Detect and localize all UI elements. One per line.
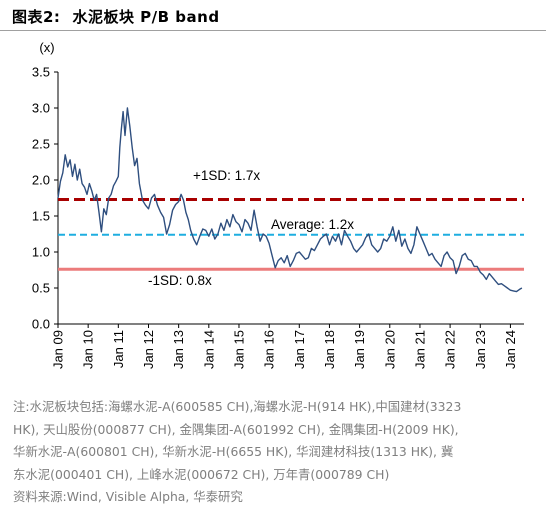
y-tick-label: 3.5 [32,65,50,80]
x-tick-label: Jan 20 [382,330,397,369]
band-annotation: -1SD: 0.8x [148,273,212,288]
x-tick-label: Jan 09 [51,330,66,369]
x-tick-label: Jan 14 [201,330,216,369]
x-tick-label: Jan 16 [262,330,277,369]
note-line: 华新水泥-A(600801 CH), 华新水泥-H(6655 HK), 华润建材… [13,444,454,459]
y-tick-label: 2.5 [32,137,50,152]
y-tick-label: 1.0 [32,245,50,260]
x-tick-label: Jan 12 [141,330,156,369]
y-tick-label: 0.5 [32,281,50,296]
y-tick-label: 3.0 [32,101,50,116]
pb-band-chart: (x) 0.0 0.5 1.0 1.5 2.0 2.5 3.0 3.5 Jan 09 Jan 10 J… [32,40,524,369]
source-line: 资料来源:Wind, Visible Alpha, 华泰研究 [13,489,243,504]
x-tick-label: Jan 10 [81,330,96,369]
footnotes: 注:水泥板块包括:海螺水泥-A(600585 CH),海螺水泥-H(914 HK… [13,396,539,509]
x-tick-label: Jan 18 [322,330,337,369]
pb-series-line [57,107,523,293]
note-line: 注:水泥板块包括:海螺水泥-A(600585 CH),海螺水泥-H(914 HK… [13,399,462,414]
x-tick-label: Jan 24 [503,330,518,369]
y-tick-label: 1.5 [32,209,50,224]
title-divider [0,30,546,31]
x-tick-label: Jan 23 [473,330,488,369]
y-tick-label: 2.0 [32,173,50,188]
figure-number: 图表2: [12,8,61,26]
x-tick-label: Jan 13 [171,330,186,369]
note-line: 东水泥(000401 CH), 上峰水泥(000672 CH), 万年青(000… [13,466,390,482]
x-tick-label: Jan 22 [443,330,458,369]
x-tick-label: Jan 11 [111,330,126,368]
figure-title-text: 水泥板块 P/B band [72,8,220,26]
x-tick-label: Jan 19 [352,330,367,369]
x-tick-label: Jan 17 [292,330,307,369]
x-tick-label: Jan 15 [231,330,246,369]
y-tick-label: 0.0 [32,317,50,332]
figure-title: 图表2: 水泥板块 P/B band [12,6,220,27]
y-axis-label: (x) [39,40,54,55]
note-line: HK), 天山股份(000877 CH), 金隅集团-A(601992 CH),… [13,421,459,437]
band-annotation: +1SD: 1.7x [193,168,260,183]
x-tick-label: Jan 21 [412,330,427,369]
band-annotation: Average: 1.2x [271,217,354,232]
